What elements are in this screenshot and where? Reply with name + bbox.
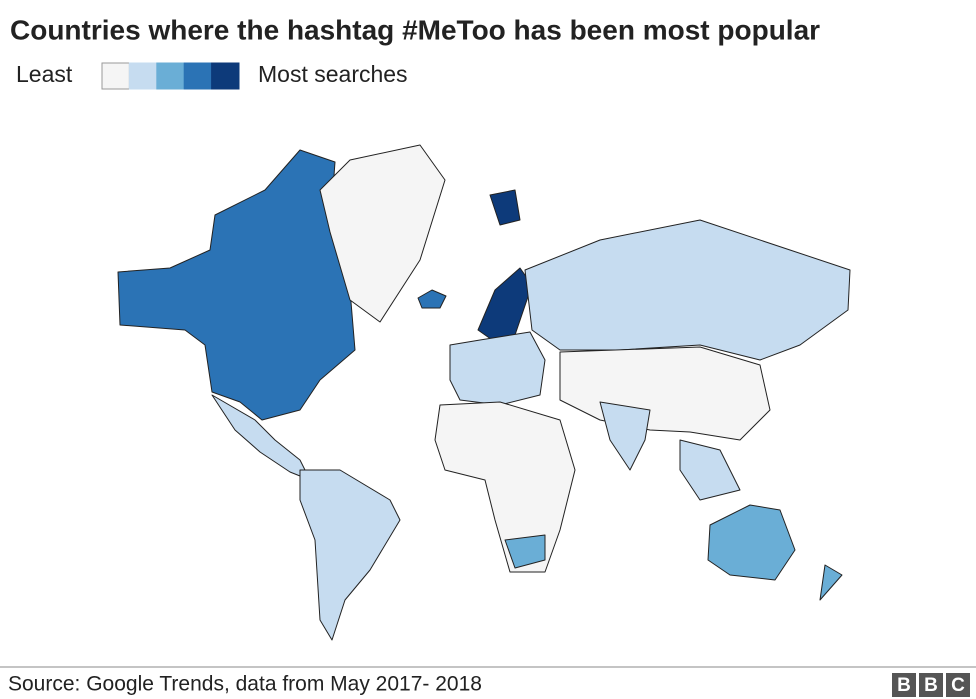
- greenland: [319, 144, 446, 323]
- legend-most: Most searches: [258, 61, 408, 87]
- australia: [707, 504, 796, 581]
- legend-swatch: [183, 62, 213, 90]
- africa: [434, 401, 576, 573]
- logo-box: [892, 673, 916, 697]
- legend-swatch: [211, 62, 240, 90]
- legend-swatch: [128, 62, 158, 90]
- svalbard: [489, 189, 521, 226]
- new-zealand: [819, 564, 843, 601]
- india: [599, 401, 651, 471]
- source: Source: Google Trends, data from May 201…: [8, 673, 482, 696]
- logo-box: [946, 673, 970, 697]
- scandinavia: [477, 267, 533, 343]
- logo-box: [919, 673, 943, 697]
- asia: [559, 346, 771, 441]
- europe: [449, 331, 546, 406]
- south-africa: [504, 534, 546, 569]
- north-america: [117, 149, 356, 421]
- southeast-asia: [679, 439, 741, 501]
- logo-letter: B: [924, 675, 938, 696]
- legend-scale: [101, 62, 240, 90]
- legend-least: Least: [16, 61, 73, 87]
- logo-letter: B: [897, 675, 911, 696]
- south-america: [299, 469, 401, 641]
- legend-swatch: [101, 62, 130, 90]
- legend-swatch: [156, 62, 185, 90]
- iceland: [417, 289, 447, 309]
- logo-letter: C: [951, 675, 965, 696]
- russia: [524, 219, 851, 361]
- world-map: [117, 144, 851, 641]
- title: Countries where the hashtag #MeToo has b…: [10, 14, 820, 45]
